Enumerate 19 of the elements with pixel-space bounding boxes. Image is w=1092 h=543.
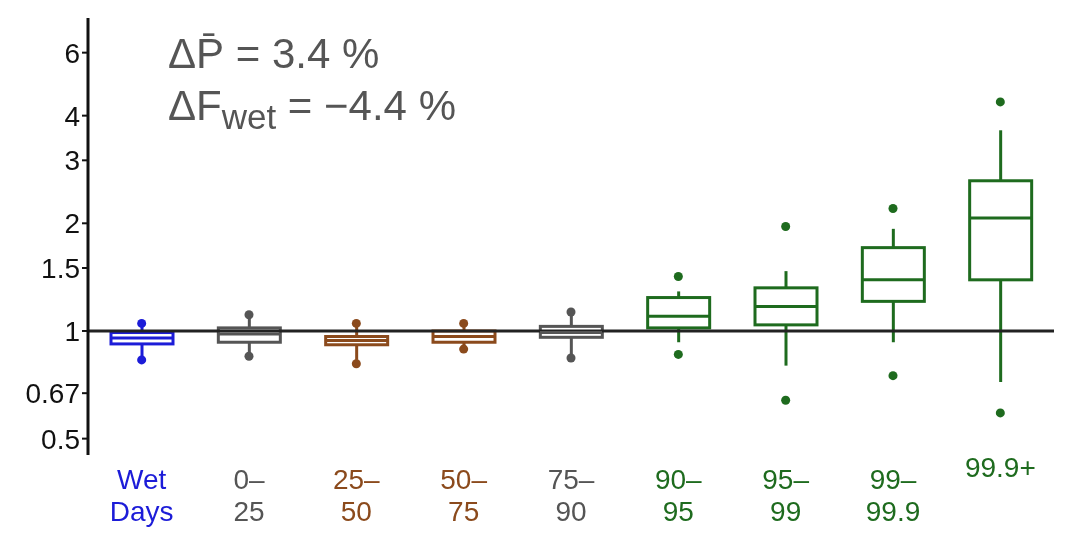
y-tick-label: 0.5 xyxy=(41,423,80,455)
annotation: ΔF$_{wet}$ = −4.4 % xyxy=(168,81,456,139)
y-tick-label: 4 xyxy=(64,100,80,132)
x-tick-label: 90– 95 xyxy=(654,464,703,527)
x-tick-label: 99– 99.9 xyxy=(865,464,921,527)
x-tick-label: 50– 75 xyxy=(440,464,488,527)
annotation: ΔP̄ = 3.4 % xyxy=(168,29,381,79)
x-tick-label: 75– 90 xyxy=(547,464,595,527)
y-tick-label: 6 xyxy=(64,37,80,69)
y-tick-label: 3 xyxy=(64,145,80,177)
y-tick-label: 1 xyxy=(64,315,80,347)
x-tick-label: Wet Days xyxy=(109,464,174,527)
y-tick-label: 2 xyxy=(64,208,80,240)
y-tick-label: 1.5 xyxy=(41,252,80,284)
x-tick-label: 99.9+ xyxy=(964,452,1036,483)
x-tick-label: 0– 25 xyxy=(233,464,265,527)
x-tick-label: 25– 50 xyxy=(332,464,381,527)
x-tick-label: 95– 99 xyxy=(762,464,810,527)
y-tick-label: 0.67 xyxy=(25,378,80,410)
